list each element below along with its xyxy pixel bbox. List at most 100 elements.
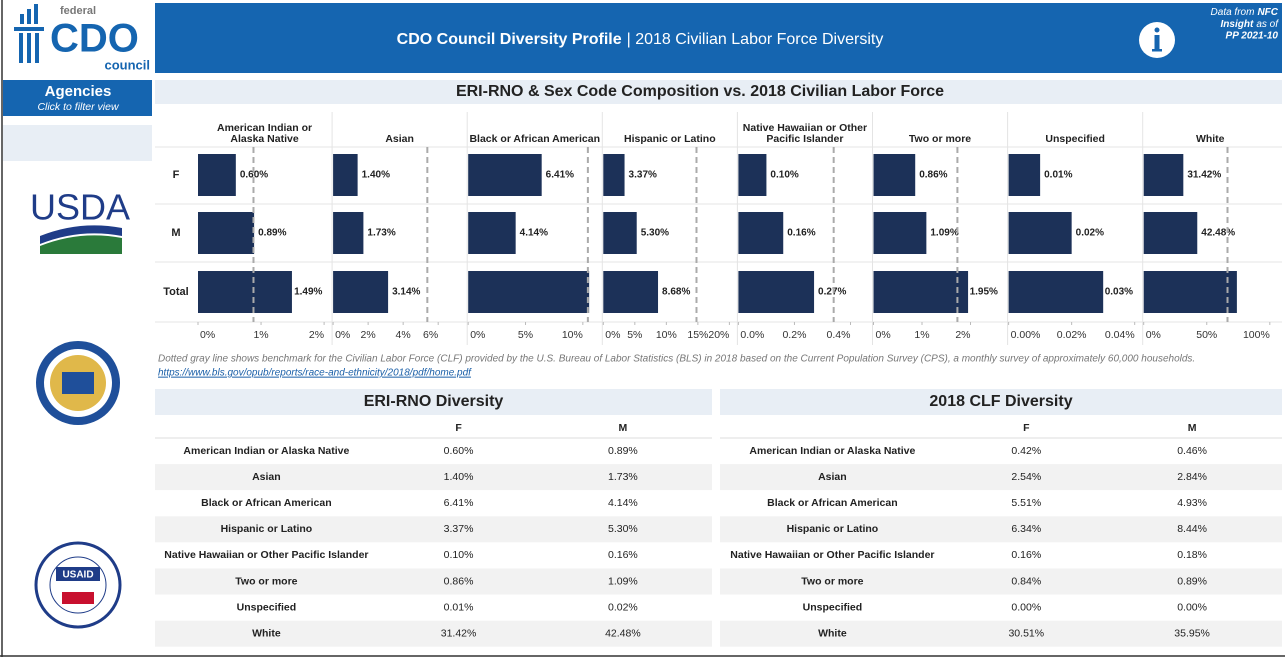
x-tick-label: 1% <box>253 329 268 341</box>
row-shade <box>155 620 712 647</box>
title-sub: | 2018 Civilian Labor Force Diversity <box>627 31 884 48</box>
cell: 0.16% <box>1011 549 1041 561</box>
chart-title-bar <box>155 80 1282 104</box>
panel-title: American Indian or Alaska Native <box>216 122 313 145</box>
filter-box[interactable] <box>3 125 152 161</box>
row-label: Total <box>163 286 188 298</box>
cell: 1.09% <box>608 575 638 587</box>
column-header: F <box>455 422 462 434</box>
row-label: F <box>173 169 180 181</box>
chart-link[interactable]: https://www.bls.gov/opub/reports/race-an… <box>158 368 472 379</box>
column-header: M <box>1188 422 1197 434</box>
cell: 2.54% <box>1011 471 1041 483</box>
panel-header: Asian <box>385 134 414 145</box>
cell: 0.00% <box>1177 601 1207 613</box>
cell: 0.16% <box>608 549 638 561</box>
source-text: Data from <box>1211 7 1255 18</box>
bar <box>333 271 389 313</box>
panel-header: Native Hawaiian or Other Pacific Islande… <box>743 123 867 145</box>
cell: 0.00% <box>1011 601 1041 613</box>
row-name: White <box>818 627 847 639</box>
row-shade <box>720 620 1282 647</box>
cell: 1.40% <box>444 471 474 483</box>
x-tick-label: 4% <box>396 329 411 341</box>
x-tick-label: 10% <box>656 329 677 341</box>
x-tick-label: 2% <box>309 329 324 341</box>
cell: 0.01% <box>444 601 474 613</box>
cell: 8.44% <box>1177 523 1207 535</box>
bar <box>738 271 815 313</box>
cell: 5.51% <box>1011 497 1041 509</box>
bar <box>468 154 542 196</box>
bar <box>198 271 292 313</box>
cell: 0.10% <box>444 549 474 561</box>
chart-title: ERI-RNO & Sex Code Composition vs. 2018 … <box>456 83 944 100</box>
row-shade <box>155 464 712 491</box>
bar <box>198 212 255 254</box>
value-label: 1.40% <box>362 170 390 181</box>
row-name: Two or more <box>801 575 863 587</box>
value-label: 4.14% <box>520 228 548 239</box>
x-tick-label: 0% <box>200 329 215 341</box>
treasury-seal[interactable] <box>36 341 120 425</box>
panel-header: Black or African American <box>469 133 600 145</box>
row-label: M <box>171 227 180 239</box>
row-name: American Indian or Alaska Native <box>749 445 915 457</box>
agencies-header[interactable] <box>3 80 152 116</box>
panel-title: Unspecified <box>1045 133 1105 145</box>
chart-note: Dotted gray line shows benchmark for the… <box>158 354 1195 365</box>
x-tick-label: 0.04% <box>1105 329 1135 341</box>
value-label: 0.89% <box>258 228 286 239</box>
panel-title: Hispanic or Latino <box>624 133 716 145</box>
value-label: 0.10% <box>770 170 798 181</box>
x-tick-label: 5% <box>627 329 642 341</box>
usaid-seal[interactable]: USAID <box>34 541 122 629</box>
value-label: 0.02% <box>1076 228 1104 239</box>
bar <box>873 154 916 196</box>
x-tick-label: 10% <box>562 329 583 341</box>
usda-logo[interactable]: USDA <box>30 187 130 254</box>
value-label: 0.86% <box>919 170 947 181</box>
panel-title: Black or African American <box>469 133 600 145</box>
x-tick-label: 0% <box>1146 329 1161 341</box>
value-label: 42.48% <box>1201 228 1235 239</box>
panel-header: Unspecified <box>1045 133 1105 145</box>
value-label: 1.95% <box>970 287 998 298</box>
cell: 3.37% <box>444 523 474 535</box>
title-main: CDO Council Diversity Profile <box>397 31 622 48</box>
cell: 0.86% <box>444 575 474 587</box>
bar <box>603 271 659 313</box>
agencies-title: Agencies <box>45 83 112 100</box>
x-tick-label: 50% <box>1196 329 1217 341</box>
bar <box>468 212 516 254</box>
panel-header: Two or more <box>908 133 972 145</box>
cell: 0.89% <box>1177 575 1207 587</box>
row-name: Black or African American <box>767 497 898 509</box>
panel-title: Two or more <box>908 133 972 145</box>
row-name: Two or more <box>235 575 297 587</box>
row-name: Unspecified <box>803 601 863 613</box>
x-tick-label: 100% <box>1243 329 1270 341</box>
cell: 4.93% <box>1177 497 1207 509</box>
bar <box>603 212 637 254</box>
cell: 6.34% <box>1011 523 1041 535</box>
cell: 0.84% <box>1011 575 1041 587</box>
source-line: Insight as of <box>1221 19 1280 30</box>
usaid-text: USAID <box>62 570 93 581</box>
table-title: ERI-RNO Diversity <box>364 393 504 410</box>
info-icon[interactable] <box>1139 22 1175 58</box>
source-text: PP 2021-10 <box>1226 31 1279 42</box>
value-label: 0.60% <box>240 170 268 181</box>
x-tick-label: 0% <box>876 329 891 341</box>
row-name: White <box>252 627 281 639</box>
bar <box>468 271 590 313</box>
usda-text: USDA <box>30 187 130 228</box>
x-tick-label: 0% <box>470 329 485 341</box>
cell: 35.95% <box>1174 627 1210 639</box>
panel-header: Hispanic or Latino <box>624 133 716 145</box>
bar <box>1008 271 1104 313</box>
row-name: Hispanic or Latino <box>787 523 879 535</box>
bar <box>873 212 927 254</box>
x-tick-label: 0.0% <box>740 329 764 341</box>
source-text: NFC <box>1257 7 1278 18</box>
